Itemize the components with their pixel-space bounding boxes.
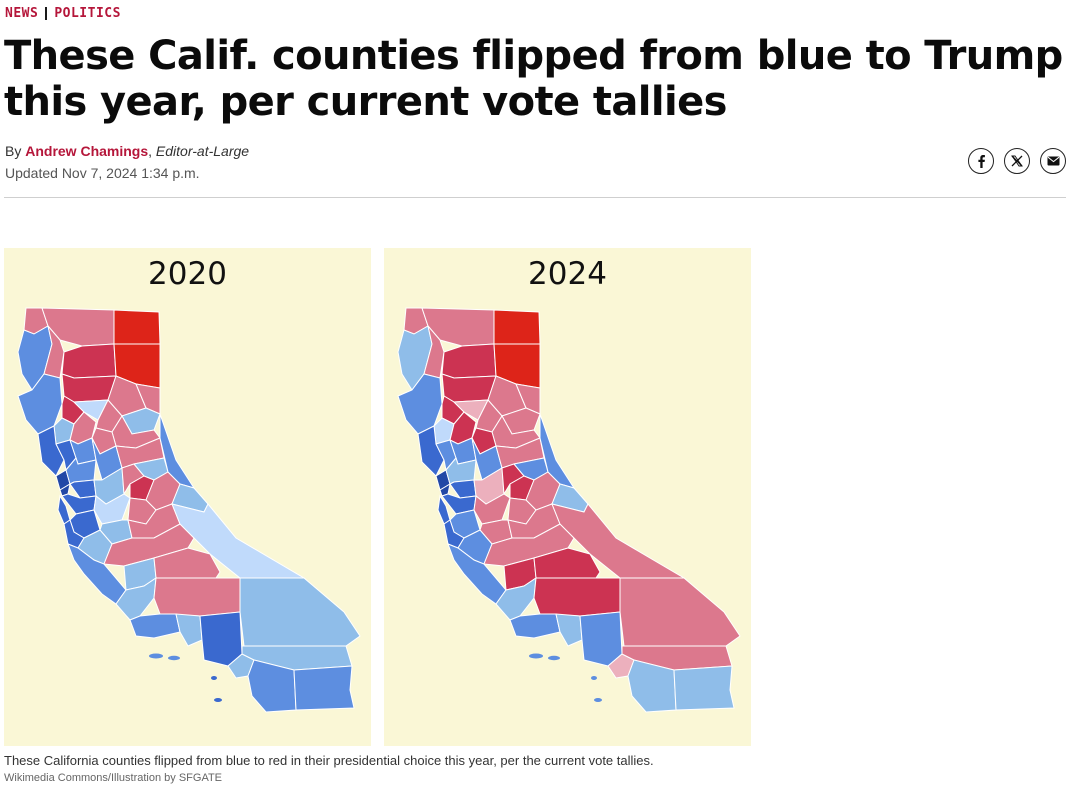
share-buttons [968, 148, 1066, 174]
byline-comma: , [148, 143, 153, 159]
channel-island-1 [149, 653, 163, 659]
article-headline: These Calif. counties flipped from blue … [4, 33, 1063, 125]
channel-island-1 [529, 653, 543, 659]
byline: By Andrew Chamings, Editor-at-Large [5, 143, 249, 159]
share-email-button[interactable] [1040, 148, 1066, 174]
county-santa-barbara [509, 613, 561, 639]
county-imperial [673, 665, 735, 711]
county-tehama [61, 373, 117, 403]
county-stanislaus [473, 493, 511, 525]
county-contra-costa [69, 479, 97, 499]
author-role: Editor-at-Large [155, 143, 250, 159]
county-kern [533, 577, 621, 617]
channel-island-3 [211, 676, 217, 680]
county-shasta [441, 343, 497, 379]
county-fresno [483, 523, 575, 567]
california-map-2020 [17, 307, 361, 713]
section-link-news[interactable]: NEWS [5, 6, 39, 21]
county-modoc [113, 309, 161, 345]
california-map-2024 [397, 307, 741, 713]
updated-timestamp: Updated Nov 7, 2024 1:34 p.m. [5, 165, 200, 181]
figure-caption: These California counties flipped from b… [4, 753, 654, 768]
channel-island-4 [594, 698, 602, 702]
header-divider [4, 197, 1066, 198]
share-facebook-button[interactable] [968, 148, 994, 174]
county-santa-barbara [129, 613, 181, 639]
county-modoc [493, 309, 541, 345]
section-link-politics[interactable]: POLITICS [54, 6, 121, 21]
county-stanislaus [93, 493, 131, 525]
channel-island-2 [168, 655, 180, 661]
county-los-angeles [579, 611, 623, 667]
figure-credit: Wikimedia Commons/Illustration by SFGATE [4, 772, 223, 784]
county-san-bernardino [619, 577, 741, 647]
county-imperial [293, 665, 355, 711]
channel-island-4 [214, 698, 222, 702]
county-san-bernardino [239, 577, 361, 647]
county-ventura [175, 613, 203, 647]
article-figure: 2020 [4, 248, 751, 746]
map-year-label-2020: 2020 [148, 256, 227, 292]
x-icon [1011, 155, 1023, 167]
channel-island-2 [548, 655, 560, 661]
county-contra-costa [449, 479, 477, 499]
map-panel-2024: 2024 [384, 248, 751, 746]
author-link[interactable]: Andrew Chamings [25, 143, 149, 159]
county-shasta [61, 343, 117, 379]
county-los-angeles [199, 611, 243, 667]
map-panel-2020: 2020 [4, 248, 371, 746]
section-kicker: NEWS POLITICS [5, 6, 121, 21]
county-fresno [103, 523, 195, 567]
county-ventura [555, 613, 583, 647]
byline-prefix: By [5, 143, 22, 159]
map-year-label-2024: 2024 [528, 256, 607, 292]
county-kern [153, 577, 241, 617]
county-tehama [441, 373, 497, 403]
share-x-button[interactable] [1004, 148, 1030, 174]
kicker-separator [45, 7, 48, 20]
email-icon [1047, 156, 1059, 166]
channel-island-3 [591, 676, 597, 680]
facebook-icon [978, 155, 985, 168]
